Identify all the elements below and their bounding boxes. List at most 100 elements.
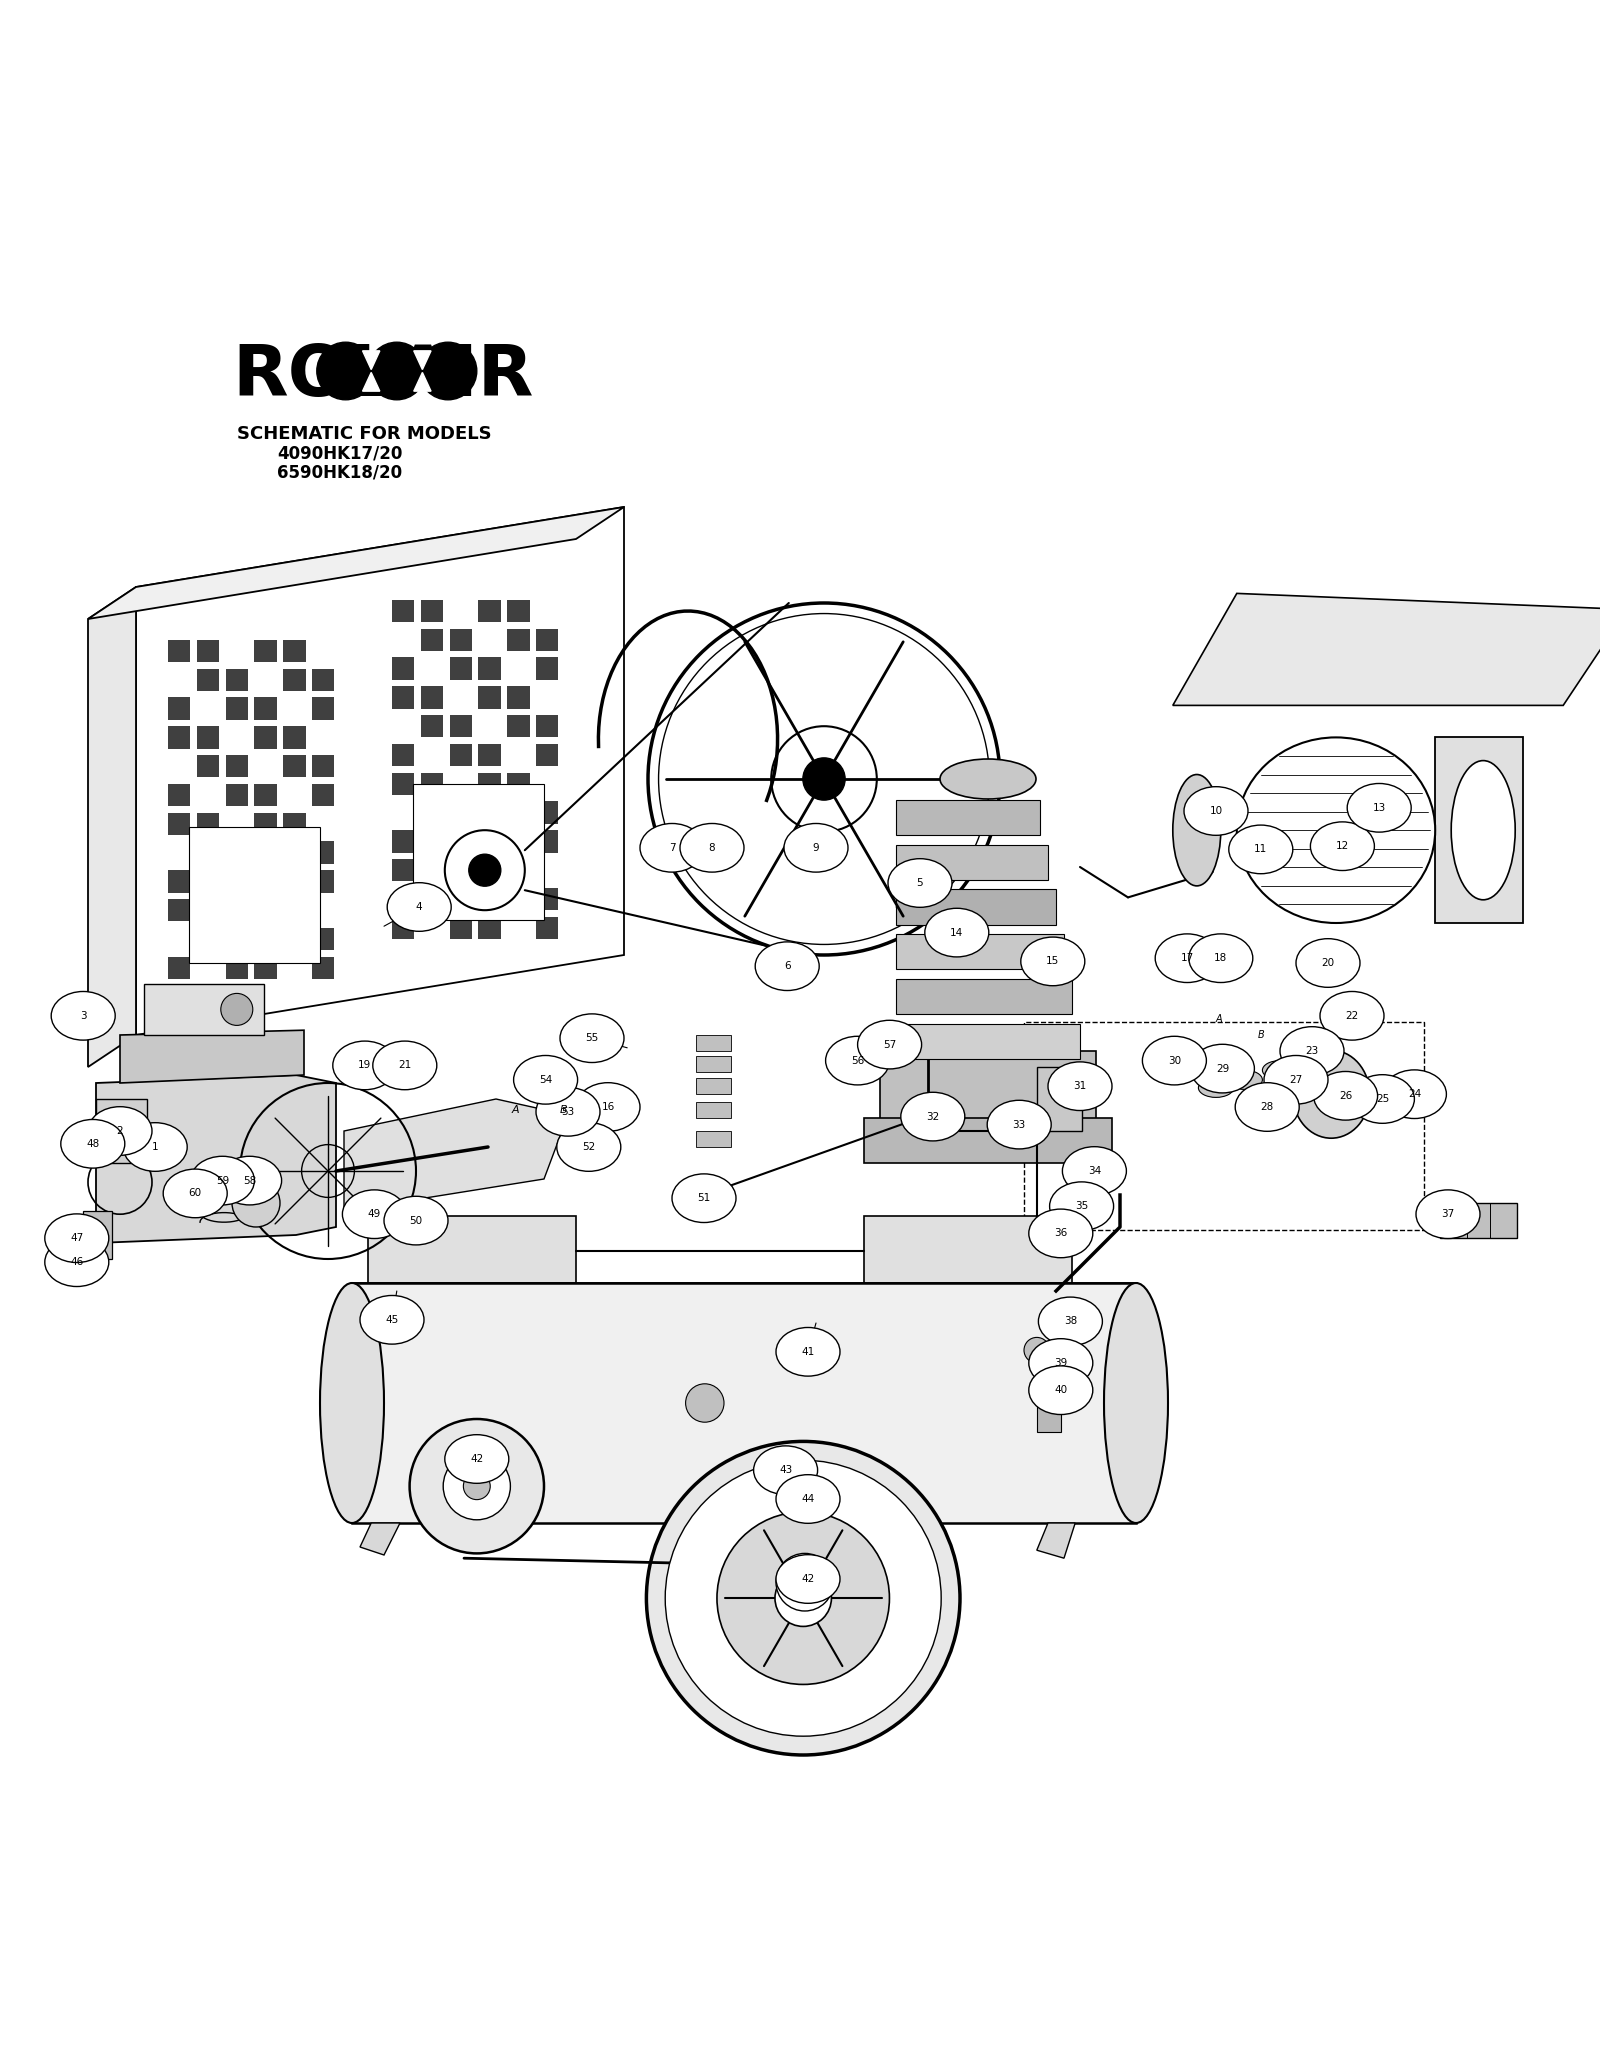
Ellipse shape	[123, 1122, 187, 1172]
Text: 59: 59	[216, 1176, 229, 1186]
Text: 36: 36	[1054, 1228, 1067, 1238]
Bar	[507, 801, 530, 824]
Bar	[392, 743, 414, 766]
Bar	[197, 727, 219, 749]
Bar	[226, 669, 248, 691]
Ellipse shape	[387, 882, 451, 932]
Polygon shape	[414, 373, 430, 391]
Bar	[144, 983, 264, 1035]
Ellipse shape	[88, 1107, 152, 1155]
Text: 37: 37	[1442, 1209, 1454, 1219]
Text: SCHEMATIC FOR MODELS: SCHEMATIC FOR MODELS	[237, 424, 491, 443]
Ellipse shape	[1198, 1078, 1234, 1097]
Bar	[536, 714, 558, 737]
Bar	[392, 685, 414, 708]
Bar	[392, 859, 414, 882]
Ellipse shape	[445, 1435, 509, 1484]
Bar	[478, 859, 501, 882]
Ellipse shape	[680, 824, 744, 871]
Polygon shape	[120, 1031, 304, 1083]
Text: 31: 31	[1074, 1081, 1086, 1091]
Bar	[421, 600, 443, 623]
Bar	[392, 917, 414, 940]
Bar	[352, 1283, 1136, 1524]
Bar	[507, 600, 530, 623]
Bar	[254, 727, 277, 749]
Ellipse shape	[61, 1120, 125, 1167]
Bar	[312, 927, 334, 950]
Bar	[507, 714, 530, 737]
Text: 32: 32	[926, 1112, 939, 1122]
Bar	[478, 743, 501, 766]
Text: 12: 12	[1336, 840, 1349, 851]
Bar	[254, 814, 277, 834]
Bar	[421, 714, 443, 737]
Ellipse shape	[776, 1555, 840, 1604]
Ellipse shape	[1155, 934, 1219, 983]
Ellipse shape	[826, 1037, 890, 1085]
Text: 19: 19	[358, 1060, 371, 1070]
Bar	[226, 698, 248, 720]
Ellipse shape	[1227, 1070, 1262, 1089]
Bar	[536, 801, 558, 824]
Ellipse shape	[514, 1056, 578, 1103]
Ellipse shape	[672, 1174, 736, 1223]
Bar	[368, 1215, 576, 1283]
Bar	[283, 814, 306, 834]
Ellipse shape	[1173, 774, 1221, 886]
Text: 8: 8	[709, 842, 715, 853]
Text: 9: 9	[813, 842, 819, 853]
Bar	[189, 828, 320, 963]
Circle shape	[685, 1385, 723, 1422]
Bar	[254, 869, 277, 892]
Bar	[696, 1078, 731, 1095]
Text: B: B	[560, 1105, 566, 1116]
Bar	[864, 1118, 1112, 1163]
Bar	[896, 979, 1072, 1014]
Circle shape	[717, 1511, 890, 1685]
Ellipse shape	[1038, 1298, 1102, 1346]
Bar	[283, 669, 306, 691]
Bar	[536, 629, 558, 650]
Bar	[696, 1035, 731, 1052]
Text: 49: 49	[368, 1209, 381, 1219]
Polygon shape	[96, 1074, 336, 1242]
Bar	[1040, 1348, 1069, 1395]
Text: 6590HK18/20: 6590HK18/20	[277, 464, 402, 482]
Text: B: B	[1258, 1031, 1264, 1039]
Bar	[478, 772, 501, 795]
Bar	[450, 714, 472, 737]
Ellipse shape	[901, 1093, 965, 1141]
Text: 4: 4	[416, 903, 422, 913]
Ellipse shape	[640, 824, 704, 871]
Ellipse shape	[1184, 787, 1248, 836]
Text: 10: 10	[1210, 805, 1222, 816]
Bar	[254, 956, 277, 979]
Bar	[226, 756, 248, 778]
Ellipse shape	[1235, 1083, 1299, 1132]
Ellipse shape	[1382, 1070, 1446, 1118]
Bar	[254, 640, 277, 662]
Bar	[421, 859, 443, 882]
Bar	[197, 640, 219, 662]
Text: 44: 44	[802, 1495, 814, 1505]
Text: 53: 53	[562, 1107, 574, 1118]
Bar	[421, 888, 443, 911]
Bar	[478, 658, 501, 679]
Ellipse shape	[1296, 938, 1360, 987]
Text: 48: 48	[86, 1138, 99, 1149]
Bar	[392, 600, 414, 623]
Ellipse shape	[1104, 1283, 1168, 1524]
Ellipse shape	[1451, 760, 1515, 900]
Bar	[421, 629, 443, 650]
Ellipse shape	[536, 1087, 600, 1136]
Polygon shape	[1037, 1524, 1075, 1559]
Bar	[392, 772, 414, 795]
Bar	[450, 743, 472, 766]
Bar	[450, 658, 472, 679]
Bar	[83, 1211, 112, 1259]
Bar	[226, 869, 248, 892]
Ellipse shape	[925, 909, 989, 956]
Circle shape	[646, 1441, 960, 1755]
Text: 30: 30	[1168, 1056, 1181, 1066]
